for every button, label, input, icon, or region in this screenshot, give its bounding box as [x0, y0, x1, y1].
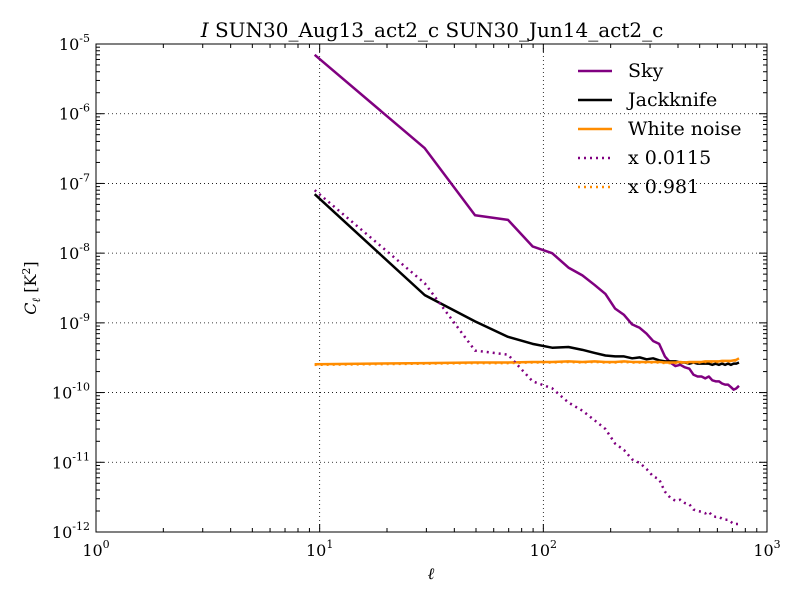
- x-tick-label: 101: [306, 538, 333, 560]
- chart-title-text: SUN30_Aug13_act2_c SUN30_Jun14_act2_c: [215, 18, 663, 42]
- series-line-x-0-0115: [313, 189, 739, 526]
- x-tick-label: 102: [530, 538, 557, 560]
- axis-ticks: 100 101 102 103 10-12 10-11 10-10 10-9 10-8 10-7 1…: [52, 32, 781, 560]
- legend-label-white-noise: White noise: [628, 118, 742, 140]
- y-axis-label: Cℓ [K2]: [20, 261, 43, 314]
- y-axis-label-main: C: [21, 302, 40, 314]
- y-axis-label-unit-sup: 2: [20, 268, 33, 275]
- y-tick-label: 10-9: [59, 311, 90, 333]
- legend: Sky Jackknife White noise x 0.0115 x 0.981: [578, 60, 742, 198]
- x-tick-label: 100: [82, 538, 109, 560]
- y-tick-label: 10-6: [59, 102, 90, 124]
- x-tick-label: 103: [753, 538, 780, 560]
- chart-title: I SUN30_Aug13_act2_c SUN30_Jun14_act2_c: [200, 18, 664, 42]
- y-axis-label-unit: [K: [21, 274, 40, 293]
- y-axis-label-sub: ℓ: [30, 297, 43, 302]
- plot-frame: [95, 43, 768, 533]
- legend-label-sky: Sky: [628, 60, 664, 82]
- y-tick-label: 10-10: [52, 381, 90, 403]
- legend-label-x-0-0115: x 0.0115: [628, 147, 711, 169]
- grid: [96, 44, 767, 532]
- legend-label-jackknife: Jackknife: [626, 89, 717, 111]
- y-tick-label: 10-11: [52, 450, 90, 472]
- series-line-white-noise: [314, 357, 740, 366]
- plot-series: [313, 53, 740, 526]
- chart-title-prefix: I: [200, 18, 210, 42]
- y-axis-label-unit-close: ]: [21, 261, 40, 267]
- y-tick-label: 10-7: [59, 171, 90, 193]
- series-line-sky: [313, 53, 740, 391]
- x-axis-label: ℓ: [428, 564, 435, 583]
- y-tick-label: 10-8: [59, 241, 90, 263]
- y-tick-label: 10-12: [52, 520, 90, 542]
- legend-label-x-0-981: x 0.981: [628, 176, 699, 198]
- y-tick-label: 10-5: [59, 32, 90, 54]
